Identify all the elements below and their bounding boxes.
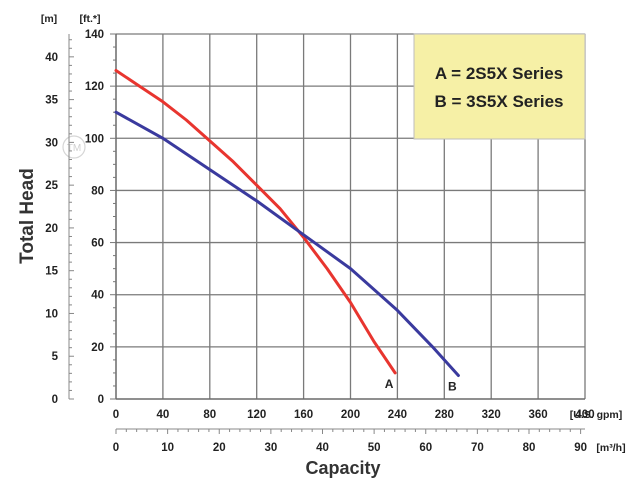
x-secondary-tick-label: 60	[419, 442, 432, 454]
x-tick-label: 400	[575, 409, 594, 421]
y-unit-secondary: [m]	[41, 13, 57, 25]
x-tick-label: 40	[157, 409, 170, 421]
series-label-a: A	[385, 377, 394, 391]
y-secondary-tick-label: 35	[45, 95, 58, 107]
x-tick-label: 120	[247, 409, 266, 421]
y-tick-label: 0	[98, 394, 104, 406]
y-tick-label: 40	[91, 290, 104, 302]
y-secondary-tick-label: 10	[45, 308, 58, 320]
y-secondary-tick-label: 40	[45, 52, 58, 64]
y-tick-label: 100	[85, 133, 104, 145]
y-tick-label: 140	[85, 29, 104, 41]
x-secondary-tick-label: 70	[471, 442, 484, 454]
x-secondary-tick-label: 10	[161, 442, 174, 454]
y-secondary-tick-label: 20	[45, 223, 58, 235]
watermark: TM	[62, 135, 86, 159]
legend-entry-a: A = 2S5X Series	[435, 64, 563, 83]
x-secondary-tick-label: 0	[113, 442, 119, 454]
x-secondary-tick-label: 80	[523, 442, 536, 454]
x-unit-secondary: [m³/h]	[596, 442, 625, 454]
y-secondary-tick-label: 5	[52, 351, 59, 363]
series-line-a	[114, 69, 397, 375]
x-tick-label: 80	[203, 409, 216, 421]
series-label-b: B	[448, 380, 457, 394]
x-tick-label: 0	[113, 409, 119, 421]
y-tick-label: 80	[91, 185, 104, 197]
y-secondary-tick-label: 0	[52, 394, 58, 406]
x-tick-label: 160	[294, 409, 313, 421]
y-secondary-tick-label: 25	[45, 180, 58, 192]
series-line-b	[114, 110, 460, 377]
x-secondary-tick-label: 50	[368, 442, 381, 454]
y-axis-title: Total Head	[17, 168, 38, 264]
y-secondary-tick-label: 15	[45, 266, 58, 278]
legend-box	[413, 33, 586, 140]
x-unit-primary: [U.S. gpm]	[570, 409, 623, 421]
x-tick-label: 240	[388, 409, 407, 421]
x-axis-title: Capacity	[305, 458, 380, 478]
y-tick-label: 20	[91, 342, 104, 354]
x-secondary-tick-label: 90	[574, 442, 587, 454]
y-secondary-tick-label: 30	[45, 137, 58, 149]
y-unit-primary: [ft.*]	[80, 13, 101, 25]
x-tick-label: 280	[435, 409, 454, 421]
svg-text:TM: TM	[67, 143, 81, 154]
x-tick-label: 320	[482, 409, 501, 421]
x-tick-label: 360	[529, 409, 548, 421]
x-secondary-tick-label: 20	[213, 442, 226, 454]
x-secondary-tick-label: 40	[316, 442, 329, 454]
y-tick-label: 60	[91, 238, 104, 250]
x-tick-label: 200	[341, 409, 360, 421]
x-secondary-tick-label: 30	[264, 442, 277, 454]
y-tick-label: 120	[85, 81, 104, 93]
legend-entry-b: B = 3S5X Series	[434, 92, 563, 111]
